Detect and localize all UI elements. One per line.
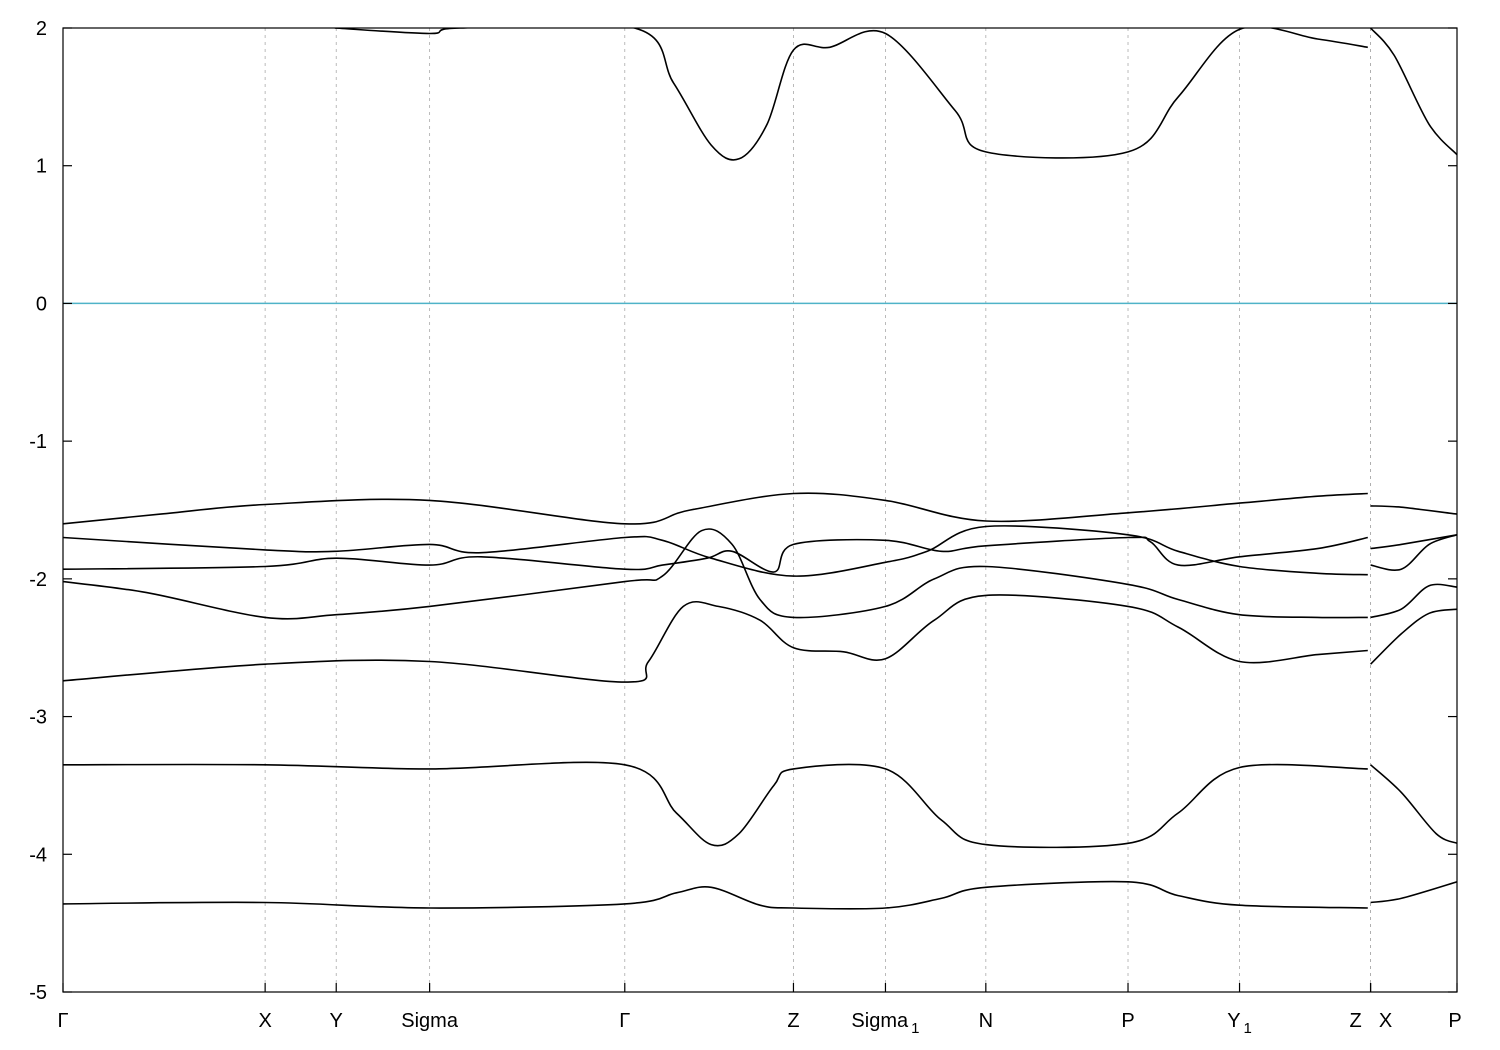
y-tick-label: -4 (29, 844, 47, 866)
band-line (63, 594, 1368, 683)
x-tick-label-text: Sigma (401, 1010, 459, 1032)
plot-border (62, 27, 1458, 993)
x-tick-label-text: P (1121, 1010, 1134, 1032)
x-tick-label-text: Sigma (851, 1010, 909, 1032)
band-line (1370, 764, 1457, 845)
x-tick-label: Γ (57, 1010, 68, 1032)
band-line (63, 536, 1368, 573)
y-tick-label: -5 (29, 982, 47, 1004)
x-tick-label: Sigma (401, 1010, 459, 1032)
x-tick-label: Sigma 1 (851, 1010, 919, 1037)
x-tick-label-text: N (979, 1010, 993, 1032)
x-tick-label-text: Y (330, 1010, 343, 1032)
band-lines (63, 28, 1457, 910)
x-tick-label-subscript: 1 (1244, 1020, 1252, 1037)
y-tick-label: 1 (36, 156, 47, 178)
x-tick-label-text: Y (1227, 1010, 1240, 1032)
band-line (63, 525, 1368, 577)
x-tick-label: Γ (619, 1010, 630, 1032)
y-tick-label: 0 (36, 293, 47, 315)
x-tick-label: Y (330, 1010, 343, 1032)
band-line (1370, 534, 1457, 571)
band-line (1370, 881, 1457, 904)
x-tick-label: X (258, 1010, 271, 1032)
vertical-gridlines (62, 28, 1458, 992)
band-line (63, 761, 1368, 849)
y-tick-label: 2 (36, 18, 47, 40)
x-tick-label-text: P (1448, 1010, 1461, 1032)
x-tick-label: Z (787, 1010, 799, 1032)
band-line (1370, 608, 1457, 665)
y-tick-label: -3 (29, 707, 47, 729)
y-tick-label: -1 (29, 431, 47, 453)
x-tick-label: P (1448, 1010, 1461, 1032)
y-axis-ticks: 2 1 0 -1 -2 -3 -4 -5 (29, 18, 1457, 1004)
x-tick-label: N (979, 1010, 993, 1032)
x-tick-label-text: Γ (57, 1010, 68, 1032)
y-tick-label: -2 (29, 569, 47, 591)
x-tick-label-subscript: 1 (911, 1020, 919, 1037)
x-tick-label-text: Γ (619, 1010, 630, 1032)
plot-frame (62, 27, 1458, 993)
x-tick-label-text: X (1379, 1010, 1392, 1032)
x-tick-label-text: Z (787, 1010, 799, 1032)
band-line (334, 28, 1368, 161)
band-line (63, 880, 1368, 910)
x-tick-label-text: Z (1349, 1010, 1361, 1032)
x-tick-label: P (1121, 1010, 1134, 1032)
band-line (63, 528, 1368, 620)
band-line (1370, 583, 1457, 619)
x-tick-label: Z (1349, 1010, 1361, 1032)
band-line (63, 492, 1368, 525)
x-axis-ticks: Γ X Y Sigma Γ Z Sigma 1 N P Y 1 Z X P (57, 983, 1462, 1037)
x-tick-label-text: X (258, 1010, 271, 1032)
x-tick-label: X (1379, 1010, 1392, 1032)
band-line (1369, 28, 1457, 156)
band-line (1370, 505, 1457, 515)
band-line (1370, 534, 1457, 550)
